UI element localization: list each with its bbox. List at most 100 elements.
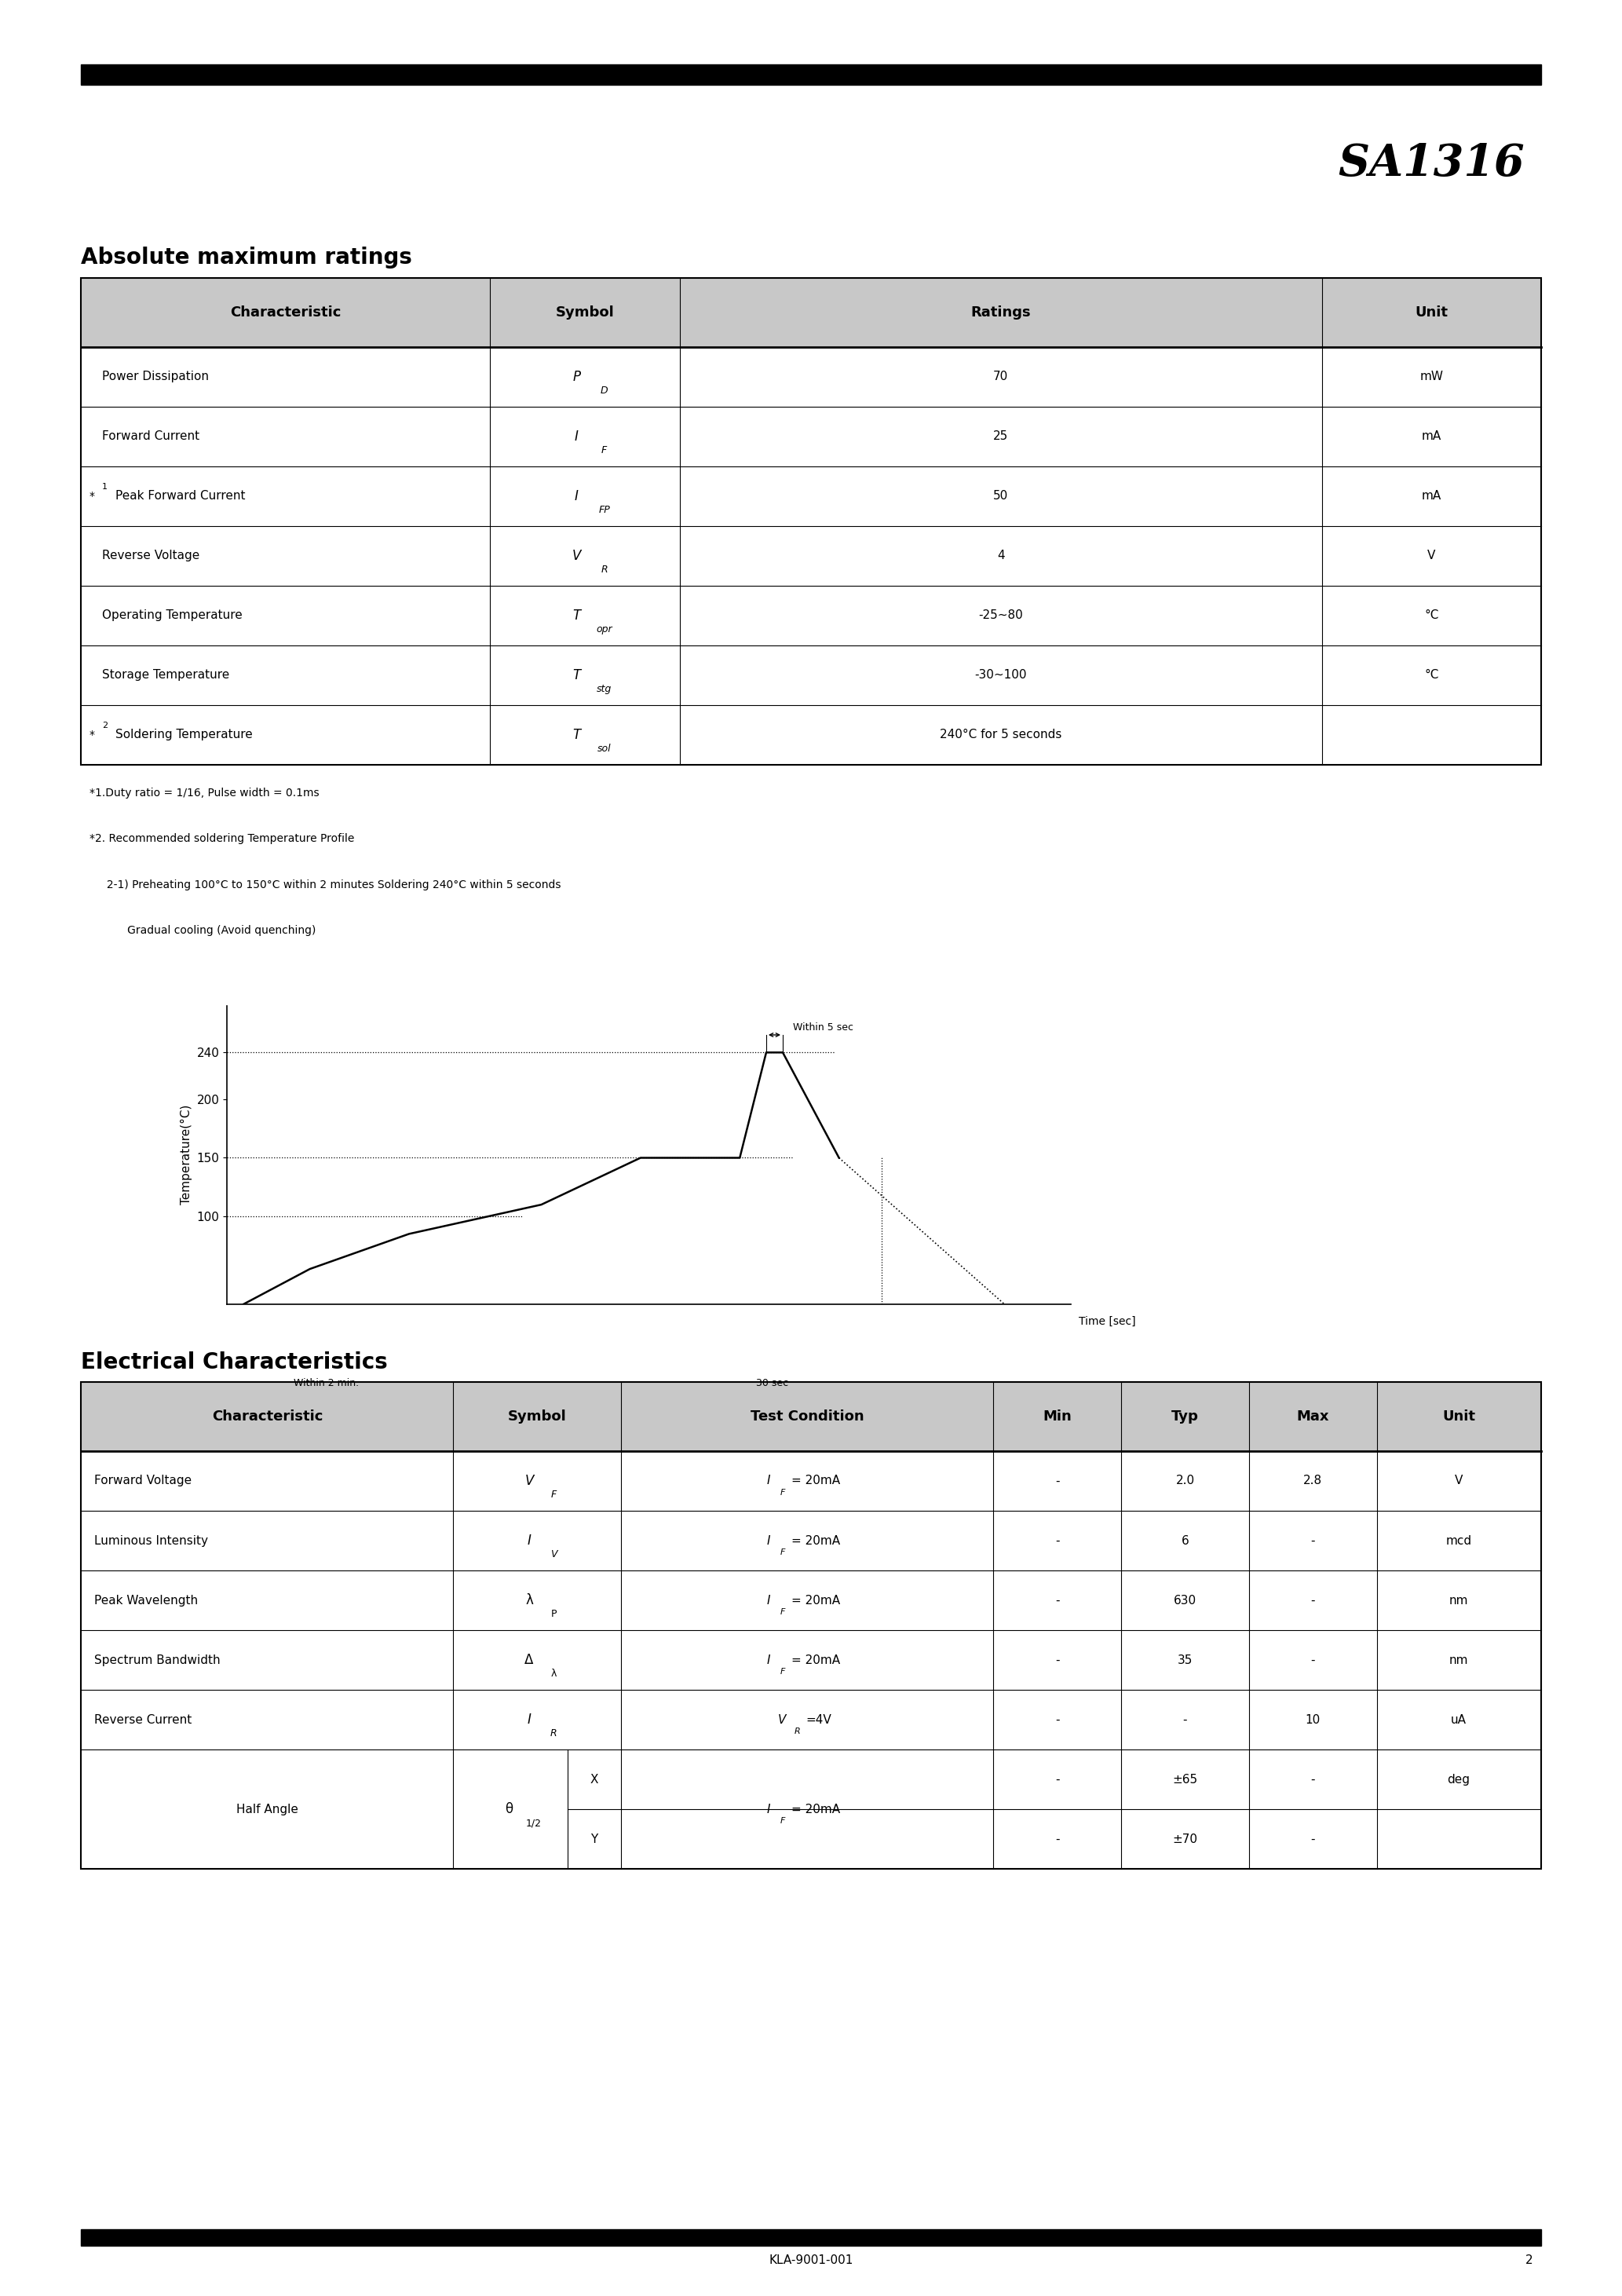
Text: Test Condition: Test Condition — [751, 1410, 865, 1424]
Text: 30 sec: 30 sec — [756, 1378, 788, 1389]
Text: F: F — [780, 1548, 785, 1557]
Text: Within 5 sec: Within 5 sec — [793, 1022, 853, 1033]
Text: 630: 630 — [1174, 1593, 1197, 1607]
Text: °C: °C — [1424, 668, 1439, 682]
Text: Operating Temperature: Operating Temperature — [102, 608, 243, 622]
Text: KLA-9001-001: KLA-9001-001 — [769, 2255, 853, 2266]
Text: Y: Y — [590, 1832, 599, 1846]
Text: R: R — [600, 565, 608, 574]
Text: I: I — [527, 1534, 530, 1548]
Text: D: D — [600, 386, 608, 395]
Text: I: I — [767, 1802, 770, 1816]
Text: Forward Current: Forward Current — [102, 429, 200, 443]
Text: V: V — [550, 1550, 556, 1559]
Text: -: - — [1056, 1474, 1059, 1488]
Text: -: - — [1056, 1773, 1059, 1786]
Text: nm: nm — [1448, 1653, 1468, 1667]
Bar — [81, 278, 1541, 347]
Text: Characteristic: Characteristic — [230, 305, 341, 319]
Text: *: * — [89, 491, 94, 501]
Bar — [81, 278, 1541, 765]
Text: Symbol: Symbol — [555, 305, 615, 319]
Text: Time [sec]: Time [sec] — [1079, 1316, 1135, 1327]
Text: Symbol: Symbol — [508, 1410, 566, 1424]
Text: -25~80: -25~80 — [978, 608, 1023, 622]
Text: Reverse Voltage: Reverse Voltage — [102, 549, 200, 563]
Text: F: F — [550, 1490, 556, 1499]
Text: 2-1) Preheating 100°C to 150°C within 2 minutes Soldering 240°C within 5 seconds: 2-1) Preheating 100°C to 150°C within 2 … — [89, 879, 561, 891]
Text: F: F — [780, 1816, 785, 1825]
Text: -30~100: -30~100 — [975, 668, 1027, 682]
Text: λ: λ — [550, 1669, 556, 1678]
Text: -: - — [1056, 1713, 1059, 1727]
Text: R: R — [550, 1729, 556, 1738]
Text: Electrical Characteristics: Electrical Characteristics — [81, 1350, 388, 1373]
Text: T: T — [573, 668, 581, 682]
Text: 2.0: 2.0 — [1176, 1474, 1194, 1488]
Text: nm: nm — [1448, 1593, 1468, 1607]
Text: = 20mA: = 20mA — [792, 1802, 840, 1816]
Text: 240°C for 5 seconds: 240°C for 5 seconds — [939, 728, 1062, 742]
Text: 25: 25 — [993, 429, 1009, 443]
Text: I: I — [574, 489, 579, 503]
Text: I: I — [767, 1474, 770, 1488]
Text: 1: 1 — [102, 482, 107, 491]
Text: Gradual cooling (Avoid quenching): Gradual cooling (Avoid quenching) — [89, 925, 316, 937]
Text: I: I — [767, 1593, 770, 1607]
Text: *2. Recommended soldering Temperature Profile: *2. Recommended soldering Temperature Pr… — [89, 833, 354, 845]
Text: -: - — [1311, 1773, 1315, 1786]
Text: *1.Duty ratio = 1/16, Pulse width = 0.1ms: *1.Duty ratio = 1/16, Pulse width = 0.1m… — [89, 788, 320, 799]
Text: Typ: Typ — [1171, 1410, 1199, 1424]
Text: Peak Wavelength: Peak Wavelength — [94, 1593, 198, 1607]
Text: ±70: ±70 — [1173, 1832, 1197, 1846]
Text: FP: FP — [599, 505, 610, 514]
Text: -: - — [1056, 1534, 1059, 1548]
Text: V: V — [779, 1713, 787, 1727]
Text: Power Dissipation: Power Dissipation — [102, 370, 209, 383]
Text: V: V — [573, 549, 581, 563]
Text: Ratings: Ratings — [970, 305, 1032, 319]
Text: T: T — [573, 728, 581, 742]
Text: F: F — [780, 1667, 785, 1676]
Text: opr: opr — [597, 625, 611, 634]
Text: -: - — [1056, 1653, 1059, 1667]
Text: 70: 70 — [993, 370, 1009, 383]
Text: °C: °C — [1424, 608, 1439, 622]
Text: Reverse Current: Reverse Current — [94, 1713, 191, 1727]
Text: -: - — [1311, 1534, 1315, 1548]
Text: *: * — [89, 730, 94, 739]
Text: -: - — [1311, 1832, 1315, 1846]
Text: SA1316: SA1316 — [1338, 142, 1525, 186]
Text: Min: Min — [1043, 1410, 1072, 1424]
Text: Unit: Unit — [1414, 305, 1448, 319]
Text: 4: 4 — [998, 549, 1004, 563]
Text: 2: 2 — [102, 721, 107, 730]
Text: = 20mA: = 20mA — [792, 1534, 840, 1548]
Text: Peak Forward Current: Peak Forward Current — [115, 489, 245, 503]
Text: Within 2 min.: Within 2 min. — [294, 1378, 358, 1389]
Text: I: I — [574, 429, 579, 443]
Text: P: P — [573, 370, 581, 383]
Text: Characteristic: Characteristic — [212, 1410, 323, 1424]
Text: F: F — [780, 1607, 785, 1616]
Text: Soldering Temperature: Soldering Temperature — [115, 728, 253, 742]
Text: I: I — [527, 1713, 530, 1727]
Text: = 20mA: = 20mA — [792, 1474, 840, 1488]
Text: -: - — [1311, 1593, 1315, 1607]
Text: R: R — [795, 1727, 801, 1736]
Text: -: - — [1056, 1593, 1059, 1607]
Text: mA: mA — [1421, 489, 1442, 503]
Text: deg: deg — [1447, 1773, 1470, 1786]
Text: -: - — [1311, 1653, 1315, 1667]
Bar — [81, 1382, 1541, 1869]
Text: -: - — [1056, 1832, 1059, 1846]
Text: V: V — [1427, 549, 1435, 563]
Text: = 20mA: = 20mA — [792, 1593, 840, 1607]
Bar — [81, 2229, 1541, 2245]
Text: I: I — [767, 1534, 770, 1548]
Text: 2: 2 — [1525, 2255, 1533, 2266]
Text: Storage Temperature: Storage Temperature — [102, 668, 230, 682]
Text: Luminous Intensity: Luminous Intensity — [94, 1534, 208, 1548]
Text: mA: mA — [1421, 429, 1442, 443]
Text: 35: 35 — [1178, 1653, 1192, 1667]
